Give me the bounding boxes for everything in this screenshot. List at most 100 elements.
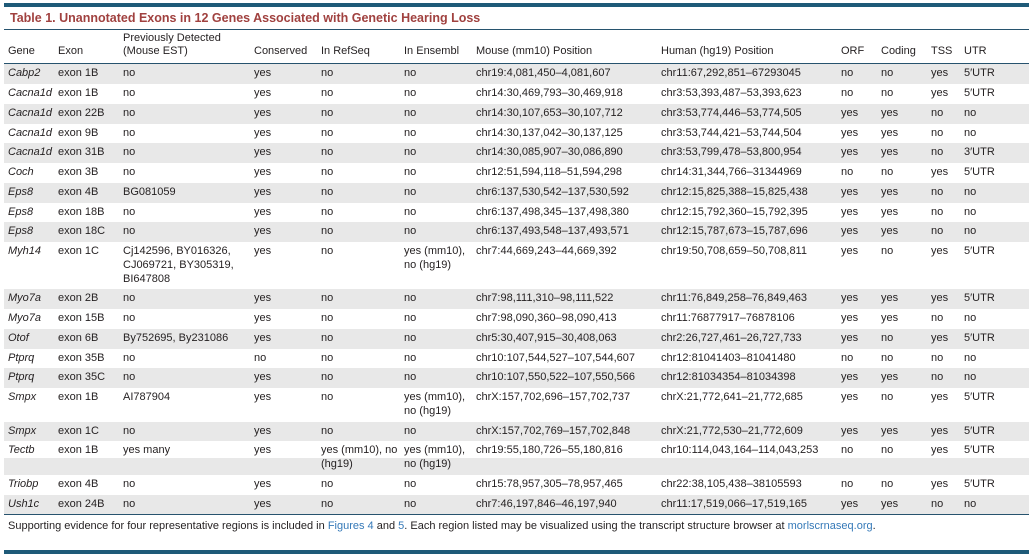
cell-orf: no <box>841 477 854 490</box>
cell-gene: Eps8 <box>8 185 34 198</box>
cell-cons: yes <box>254 477 272 490</box>
cell-orf: yes <box>841 424 859 437</box>
cell-refseq: no <box>321 331 334 344</box>
cell-prev: Cj142596, BY016326, CJ069721, BY305319, … <box>123 245 234 285</box>
cell-mouse: chr7:46,197,846–46,197,940 <box>476 497 617 510</box>
table-row: Eps8 exon 18C no yes no no chr6:137,493,548–13… <box>4 222 1029 243</box>
cell-prev: BG081059 <box>123 185 176 198</box>
cell-coding: no <box>881 245 894 258</box>
cell-cons: yes <box>254 126 272 139</box>
cell-tss: no <box>931 371 944 384</box>
cell-cons: yes <box>254 67 272 80</box>
cell-refseq: yes (mm10), no (hg19) <box>321 444 398 471</box>
cell-coding: yes <box>881 185 899 198</box>
cell-refseq: no <box>321 126 334 139</box>
cell-mouse: chr6:137,493,548–137,493,571 <box>476 225 629 238</box>
cell-utr: no <box>964 126 977 139</box>
cell-tss: no <box>931 497 944 510</box>
cell-gene: Eps8 <box>8 225 34 238</box>
table-row: Cabp2 exon 1B no yes no no chr19:4,081,450–4,0… <box>4 63 1029 85</box>
cell-utr: 5′UTR <box>964 331 995 344</box>
cell-exon: exon 9B <box>58 126 99 139</box>
footnote-text: . Each region listed may be visualized u… <box>404 520 788 533</box>
cell-exon: exon 31B <box>58 146 105 159</box>
cell-refseq: no <box>321 106 334 119</box>
cell-gene: Smpx <box>8 424 37 437</box>
cell-gene: Myh14 <box>8 245 42 258</box>
cell-mouse: chr14:30,469,793–30,469,918 <box>476 87 623 100</box>
table-row: Otof exon 6B By752695, By231086 yes no no chr5… <box>4 328 1029 349</box>
cell-cons: yes <box>254 225 272 238</box>
table-row: Ptprq exon 35B no no no no chr10:107,544,527–1… <box>4 349 1029 369</box>
cell-gene: Cacna1d <box>8 126 53 139</box>
cell-utr: 5′UTR <box>964 477 995 490</box>
cell-tss: yes <box>931 245 949 258</box>
cell-prev: no <box>123 106 136 119</box>
cell-refseq: no <box>321 166 334 179</box>
cell-gene: Eps8 <box>8 205 34 218</box>
cell-utr: 5′UTR <box>964 424 995 437</box>
cell-exon: exon 1B <box>58 87 99 100</box>
cell-utr: 5′UTR <box>964 391 995 404</box>
cell-mouse: chr12:51,594,118–51,594,298 <box>476 166 622 179</box>
table-footnote: Supporting evidence for four representat… <box>4 514 1029 537</box>
cell-ens: yes (mm10), no (hg19) <box>404 245 466 271</box>
link-morlscrnaseq[interactable]: morlscrnaseq.org <box>787 520 873 533</box>
cell-utr: 5′UTR <box>964 292 995 305</box>
cell-utr: 5′UTR <box>964 67 995 80</box>
cell-prev: no <box>123 351 136 364</box>
cell-utr: 5′UTR <box>964 87 995 100</box>
cell-ens: no <box>404 351 417 364</box>
cell-mouse: chr14:30,107,653–30,107,712 <box>476 106 623 119</box>
cell-mouse: chr15:78,957,305–78,957,465 <box>476 477 623 490</box>
cell-cons: yes <box>254 424 272 437</box>
column-header-utr: UTR <box>964 30 1029 65</box>
cell-coding: yes <box>881 424 899 437</box>
table-title: Table 1. Unannotated Exons in 12 Genes A… <box>4 7 1029 30</box>
cell-cons: yes <box>254 444 272 457</box>
column-header-gene: Gene <box>4 30 58 65</box>
cell-coding: yes <box>881 371 899 384</box>
cell-ens: no <box>404 166 417 179</box>
cell-refseq: no <box>321 391 334 404</box>
cell-human: chrX:21,772,530–21,772,609 <box>661 424 803 437</box>
column-header-human: Human (hg19) Position <box>661 30 841 65</box>
cell-tss: no <box>931 185 944 198</box>
cell-tss: no <box>931 205 944 218</box>
table-row: Cacna1d exon 22B no yes no no chr14:30,107,653… <box>4 103 1029 124</box>
cell-mouse: chr10:107,544,527–107,544,607 <box>476 351 636 364</box>
cell-refseq: no <box>321 225 334 238</box>
cell-coding: yes <box>881 146 899 159</box>
cell-prev: no <box>123 87 136 100</box>
cell-coding: no <box>881 444 894 457</box>
cell-utr: 3′UTR <box>964 146 995 159</box>
table-row: Tectb exon 1B yes many yes yes (mm10), no (h… <box>4 441 1029 475</box>
cell-orf: yes <box>841 292 859 305</box>
cell-gene: Cabp2 <box>8 67 41 80</box>
cell-prev: no <box>123 205 136 218</box>
cell-cons: yes <box>254 185 272 198</box>
cell-utr: 5′UTR <box>964 245 995 258</box>
cell-exon: exon 18C <box>58 225 106 238</box>
link-figure-5[interactable]: 5 <box>398 520 405 533</box>
column-header-mouse: Mouse (mm10) Position <box>476 30 661 65</box>
cell-refseq: no <box>321 424 334 437</box>
cell-tss: yes <box>931 391 949 404</box>
table-row: Smpx exon 1B AI787904 yes no yes (mm10), no (… <box>4 388 1029 422</box>
table-row: Smpx exon 1C no yes no no chrX:157,702,769–157… <box>4 421 1029 442</box>
cell-exon: exon 4B <box>58 185 99 198</box>
cell-coding: no <box>881 391 894 404</box>
cell-exon: exon 1B <box>58 444 99 457</box>
cell-human: chr12:15,787,673–15,787,696 <box>661 225 808 238</box>
cell-orf: yes <box>841 126 859 139</box>
cell-tss: yes <box>931 444 949 457</box>
cell-tss: yes <box>931 292 949 305</box>
table-top-rule <box>4 3 1029 7</box>
link-figures-4[interactable]: Figures 4 <box>327 520 374 533</box>
cell-human: chr12:15,792,360–15,792,395 <box>661 205 808 218</box>
cell-orf: no <box>841 166 854 179</box>
cell-mouse: chr5:30,407,915–30,408,063 <box>476 331 617 344</box>
cell-tss: no <box>931 106 944 119</box>
cell-tss: no <box>931 146 944 159</box>
cell-gene: Triobp <box>8 477 39 490</box>
